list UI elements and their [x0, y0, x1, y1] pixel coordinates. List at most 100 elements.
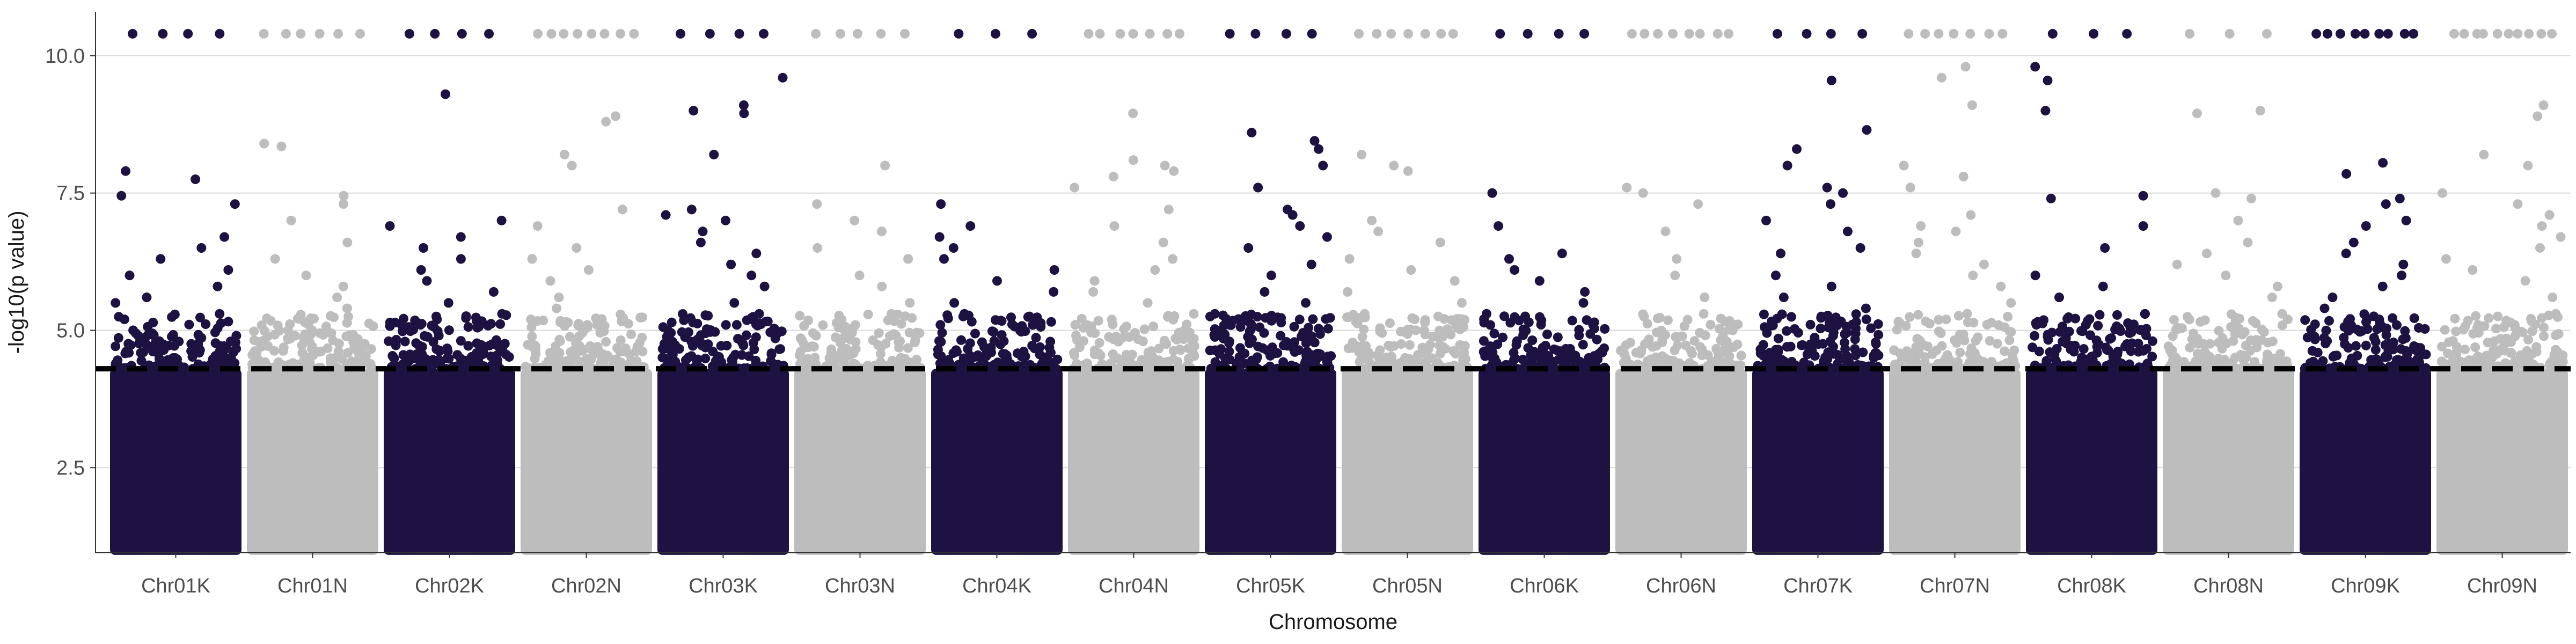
point-Chr01K-10: [142, 292, 152, 303]
fringe-point: [807, 341, 817, 352]
point-Chr03N-1: [812, 199, 822, 209]
capped-point-Chr09K-6: [2383, 28, 2393, 39]
point-Chr01K-4: [219, 232, 230, 242]
fringe-point: [565, 332, 575, 342]
point-Chr03N-0: [880, 160, 890, 171]
fringe-point: [531, 349, 541, 359]
fringe-point: [2328, 352, 2338, 362]
fringe-point: [1051, 364, 1061, 374]
fringe-point: [626, 330, 636, 339]
bulk-Chr03N: [794, 369, 926, 555]
fringe-point: [1423, 345, 1433, 355]
fringe-point: [2321, 325, 2331, 335]
fringe-point: [943, 355, 954, 365]
fringe-point: [1452, 323, 1462, 333]
fringe-point: [1146, 350, 1156, 361]
point-Chr05K-13: [1301, 298, 1311, 308]
capped-point-Chr09K-2: [2335, 28, 2345, 39]
fringe-point: [463, 341, 473, 351]
fringe-point: [1228, 316, 1238, 326]
fringe-point: [1953, 311, 1964, 321]
fringe-point: [700, 353, 711, 363]
top-points: [111, 62, 2566, 335]
fringe-point: [1211, 326, 1221, 336]
point-Chr06N-0: [1622, 182, 1632, 193]
point-Chr07K-15: [1861, 314, 1871, 325]
fringe-point: [1108, 319, 1118, 330]
fringe-point: [1871, 337, 1880, 347]
x-tick-label-Chr03K: Chr03K: [689, 575, 758, 597]
fringe-point: [1619, 348, 1629, 358]
capped-point-Chr01N-4: [333, 28, 343, 39]
point-Chr08K-3: [2138, 191, 2148, 201]
point-Chr06N-5: [1670, 270, 1680, 281]
capped-point-Chr02N-0: [533, 28, 543, 39]
fringe-point: [389, 353, 399, 363]
capped-point-Chr02N-5: [599, 28, 610, 39]
fringe-point: [1017, 321, 1027, 331]
fringe-point: [529, 340, 539, 350]
fringe-point: [2105, 334, 2115, 344]
point-Chr07N-1: [1936, 72, 1946, 83]
fringe-point: [307, 344, 317, 354]
point-Chr09K-9: [2397, 270, 2406, 281]
fringe-point: [148, 347, 158, 357]
fringe-point: [1243, 332, 1253, 342]
fringe-point: [2214, 326, 2224, 336]
point-Chr02N-7: [527, 254, 537, 264]
fringe-point: [2491, 324, 2501, 334]
fringe-point: [599, 355, 610, 364]
fringe-point: [818, 320, 828, 330]
fringe-point: [1850, 328, 1861, 339]
capped-point-Chr09K-8: [2409, 28, 2418, 39]
fringe-point: [738, 340, 749, 350]
bulk-Chr06K: [1479, 369, 1610, 555]
fringe-point: [2087, 352, 2097, 362]
fringe-point: [1148, 321, 1159, 332]
point-Chr01K-8: [125, 270, 135, 281]
point-Chr08K-2: [2040, 106, 2051, 116]
point-Chr05N-1: [1389, 160, 1399, 171]
fringe-point: [1161, 339, 1172, 349]
capped-point-Chr02N-7: [629, 28, 639, 39]
capped-point-Chr05N-1: [1372, 28, 1382, 39]
fringe-point: [195, 332, 205, 342]
point-Chr07N-12: [1968, 270, 1978, 281]
fringe-point: [170, 353, 180, 363]
fringe-point: [433, 326, 443, 336]
fringe-point: [1889, 345, 1899, 355]
fringe-point: [956, 335, 966, 345]
capped-point-Chr03K-3: [759, 28, 769, 39]
capped-point-Chr09N-1: [2459, 28, 2469, 39]
fringe-point: [688, 318, 698, 327]
fringe-point: [826, 347, 836, 357]
x-tick-label-Chr01N: Chr01N: [277, 575, 348, 597]
point-Chr06N-4: [1672, 254, 1682, 264]
fringe-point: [1986, 318, 1996, 328]
capped-point-Chr02N-4: [587, 28, 597, 39]
x-tick-label-Chr02K: Chr02K: [415, 575, 484, 597]
capped-point-Chr08K-1: [2089, 28, 2099, 39]
fringe-point: [1797, 340, 1807, 350]
fringe-point: [1574, 325, 1584, 335]
capped-point-Chr03K-1: [705, 28, 715, 39]
fringe-point: [2168, 331, 2178, 341]
fringe-point: [2251, 335, 2262, 345]
point-Chr04N-4: [1108, 172, 1118, 181]
fringe-point: [297, 348, 308, 358]
capped-point-Chr01K-1: [158, 28, 168, 39]
point-Chr04N-15: [1070, 320, 1080, 330]
fringe-point: [1094, 338, 1104, 348]
fringe-point: [210, 327, 220, 338]
point-Chr07K-13: [1779, 292, 1789, 303]
point-Chr02N-6: [572, 243, 582, 253]
fringe-point: [126, 340, 136, 350]
fringe-point: [1824, 323, 1834, 333]
fringe-point: [1777, 309, 1787, 319]
point-Chr01K-6: [156, 254, 166, 264]
fringe-point: [1951, 338, 1962, 348]
fringe-point: [1183, 354, 1194, 364]
point-Chr07N-5: [1905, 182, 1915, 193]
fringe-point: [1600, 324, 1610, 334]
fringe-point: [1086, 321, 1096, 331]
